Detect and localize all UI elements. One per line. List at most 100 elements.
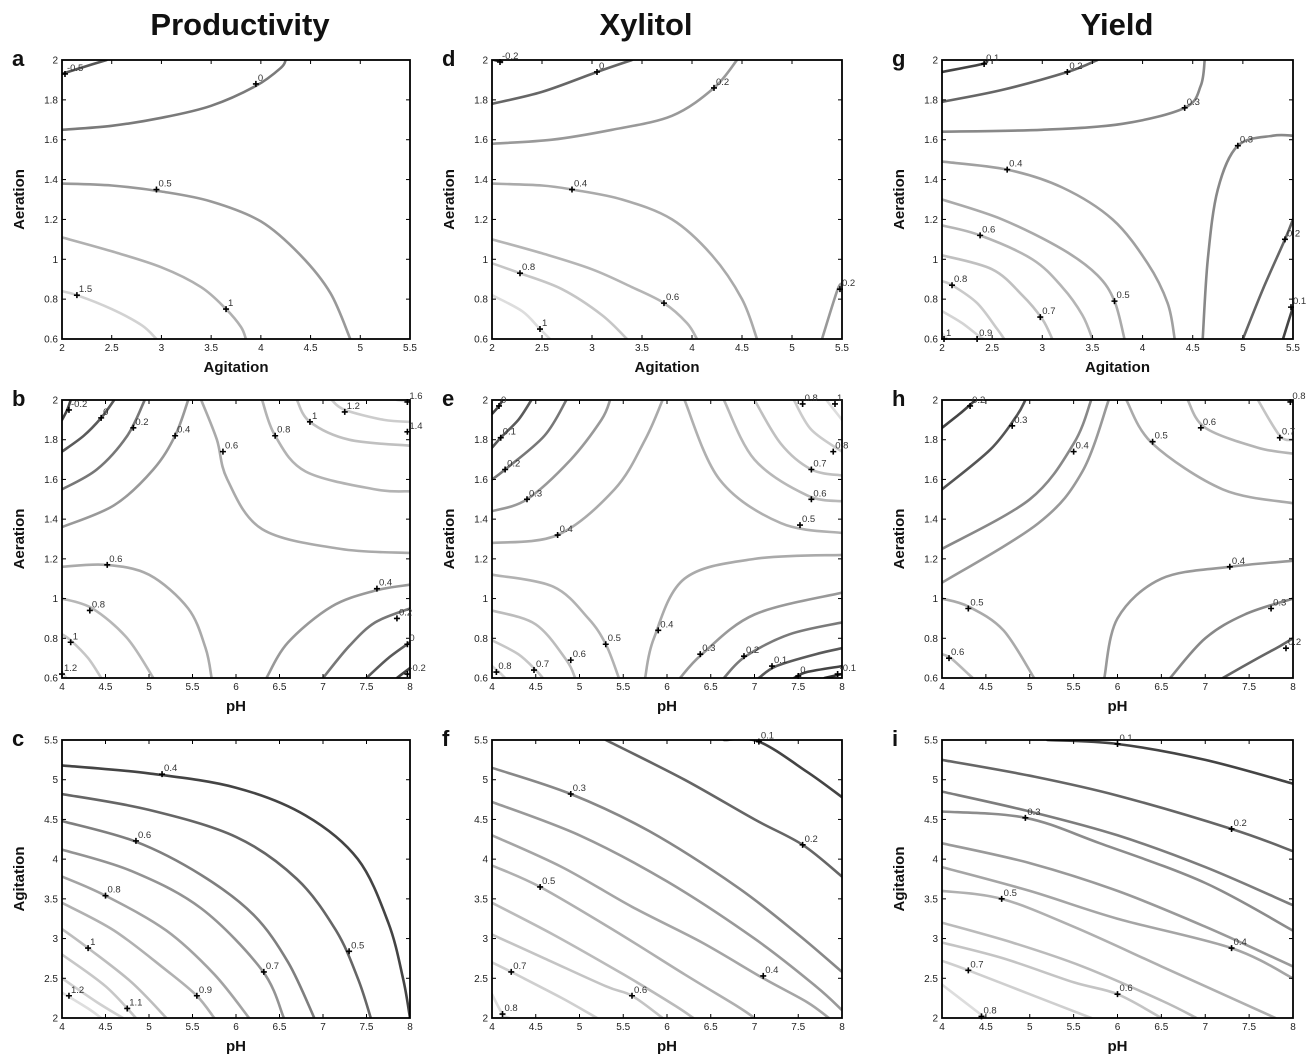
contour-label: 1.5 xyxy=(79,284,92,295)
contour-line-b-11 xyxy=(62,633,103,678)
contour-line-b-2 xyxy=(62,400,146,491)
contour-label-marker xyxy=(799,400,806,407)
y-tick-label: 4 xyxy=(932,855,938,866)
contour-label: 0.3 xyxy=(1273,598,1286,609)
x-axis-label: Agitation xyxy=(635,359,700,376)
contour-label: 0.1 xyxy=(503,427,516,438)
panel-letter-d: d xyxy=(442,46,455,71)
y-tick-label: 4.5 xyxy=(924,815,938,826)
y-tick-label: 2 xyxy=(482,396,488,407)
contour-label: 1 xyxy=(946,328,951,339)
column-title-yield: Yield xyxy=(1081,7,1154,42)
contour-line-f-3 xyxy=(492,800,842,1012)
contour-label: 0.2 xyxy=(716,77,729,88)
contour-label: 0.4 xyxy=(574,179,587,190)
y-axis-label: Aeration xyxy=(441,509,458,570)
contour-label: 0.4 xyxy=(660,619,673,630)
contour-label: 0.3 xyxy=(1187,97,1200,108)
contour-label-marker xyxy=(1181,104,1188,111)
x-tick-label: 7.5 xyxy=(1242,682,1256,693)
contour-label: 0.1 xyxy=(986,53,999,64)
contour-line-c-1 xyxy=(62,792,373,1018)
contour-label-marker xyxy=(1070,448,1077,455)
y-tick-label: 1.8 xyxy=(474,435,488,446)
contour-label: 0.5 xyxy=(1004,888,1017,899)
y-tick-label: 1.4 xyxy=(474,175,488,186)
y-tick-label: 1.6 xyxy=(474,135,488,146)
contour-label: 0.4 xyxy=(1009,159,1022,170)
x-tick-label: 2 xyxy=(59,343,65,354)
x-tick-label: 8 xyxy=(407,1022,413,1033)
x-tick-label: 4.5 xyxy=(1186,343,1200,354)
contour-label: 0.8 xyxy=(983,1005,996,1016)
y-tick-label: 0.8 xyxy=(474,634,488,645)
contour-label: 0.7 xyxy=(813,459,826,470)
y-tick-label: 4.5 xyxy=(44,815,58,826)
y-tick-label: 1.2 xyxy=(474,554,488,565)
contour-line-d-2 xyxy=(492,60,739,145)
contour-label-marker xyxy=(834,671,841,678)
contour-line-h-2 xyxy=(942,400,1093,551)
contour-lines xyxy=(942,400,1293,678)
contour-label-marker xyxy=(1276,434,1283,441)
y-tick-label: 2.5 xyxy=(924,974,938,985)
contour-line-d-6 xyxy=(492,293,552,339)
contour-label: 0.2 xyxy=(507,459,520,470)
contour-label-marker xyxy=(1149,438,1156,445)
panel-letter-g: g xyxy=(892,46,905,71)
contour-line-d-5 xyxy=(492,262,629,339)
contour-line-b-5 xyxy=(260,400,410,493)
y-tick-label: 1 xyxy=(932,594,938,605)
contour-label: 0.2 xyxy=(399,607,412,618)
contour-label-marker xyxy=(998,895,1005,902)
y-tick-label: 1.2 xyxy=(44,215,58,226)
y-tick-label: 3 xyxy=(932,934,938,945)
y-tick-label: 4 xyxy=(482,855,488,866)
contour-line-h-5 xyxy=(1186,400,1293,455)
contour-label-marker xyxy=(404,428,411,435)
contour-label-marker xyxy=(104,561,111,568)
contour-label-marker xyxy=(569,186,575,193)
x-tick-label: 5.5 xyxy=(186,1022,200,1033)
y-tick-label: 4 xyxy=(52,855,58,866)
y-tick-label: 2 xyxy=(52,1014,58,1025)
x-axis-label: pH xyxy=(1108,1038,1128,1055)
y-tick-label: 2 xyxy=(482,1014,488,1025)
contour-label-marker xyxy=(1226,563,1233,570)
y-tick-label: 4.5 xyxy=(474,815,488,826)
x-tick-label: 4.5 xyxy=(304,343,318,354)
contour-label: 0.8 xyxy=(835,441,848,452)
contour-line-h-3 xyxy=(942,400,1110,584)
contour-label-marker xyxy=(1282,645,1289,652)
x-tick-label: 6 xyxy=(664,682,670,693)
contour-line-d-4 xyxy=(492,238,699,339)
contour-line-f-1 xyxy=(604,740,842,878)
contour-line-a-2 xyxy=(62,182,352,339)
contour-label: 0.2 xyxy=(1069,61,1082,72)
contour-label-marker xyxy=(755,738,762,745)
x-tick-label: 6 xyxy=(664,1022,670,1033)
contour-line-d-1 xyxy=(492,60,634,106)
x-axis-label: Agitation xyxy=(204,359,269,376)
contour-line-b-3 xyxy=(62,400,190,529)
contour-label: 0.3 xyxy=(573,783,586,794)
contour-line-c-5 xyxy=(62,901,216,1018)
contour-label: 0.4 xyxy=(765,965,778,976)
y-tick-label: 2 xyxy=(482,56,488,67)
x-tick-label: 7.5 xyxy=(791,1022,805,1033)
contour-line-b-1 xyxy=(62,400,116,453)
x-tick-label: 8 xyxy=(1290,682,1296,693)
contour-label: 0.2 xyxy=(842,278,855,289)
contour-line-b-4 xyxy=(199,400,410,555)
x-tick-label: 6.5 xyxy=(704,682,718,693)
contour-label: 1 xyxy=(542,318,547,329)
contour-label: 1.2 xyxy=(71,985,84,996)
contour-label-marker xyxy=(393,615,400,622)
contour-lines xyxy=(492,60,842,339)
contour-label-marker xyxy=(497,58,503,65)
contour-label-marker xyxy=(124,1005,131,1012)
x-tick-label: 5.5 xyxy=(186,682,200,693)
contour-line-f-7 xyxy=(492,933,664,1018)
contour-label: 0.2 xyxy=(1287,228,1300,239)
contour-label: 0.8 xyxy=(954,274,967,285)
